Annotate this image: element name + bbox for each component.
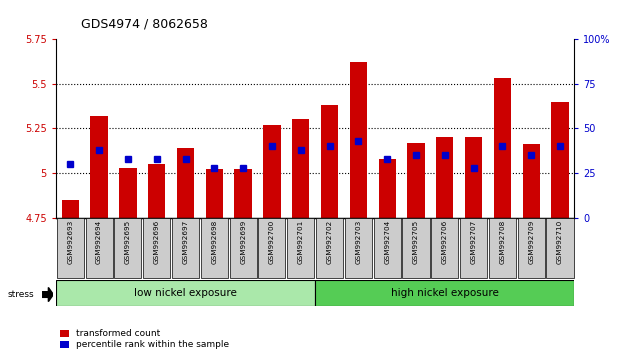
- Bar: [316, 218, 343, 278]
- Legend: transformed count, percentile rank within the sample: transformed count, percentile rank withi…: [60, 329, 229, 349]
- Bar: [148, 164, 165, 218]
- Text: GSM992708: GSM992708: [499, 219, 505, 264]
- Bar: [263, 125, 281, 218]
- Bar: [56, 280, 315, 306]
- Bar: [436, 137, 453, 218]
- Text: GSM992695: GSM992695: [125, 219, 131, 264]
- Bar: [518, 218, 545, 278]
- Bar: [345, 218, 372, 278]
- Bar: [350, 62, 367, 218]
- Text: GSM992706: GSM992706: [442, 219, 448, 264]
- Text: GSM992710: GSM992710: [557, 219, 563, 264]
- Bar: [61, 200, 79, 218]
- Bar: [374, 218, 401, 278]
- Bar: [86, 218, 112, 278]
- Bar: [119, 168, 137, 218]
- Text: GSM992697: GSM992697: [183, 219, 189, 264]
- Bar: [91, 116, 108, 218]
- Text: GSM992701: GSM992701: [297, 219, 304, 264]
- Bar: [172, 218, 199, 278]
- Bar: [460, 218, 487, 278]
- Bar: [235, 170, 252, 218]
- Bar: [258, 218, 286, 278]
- Bar: [379, 159, 396, 218]
- Bar: [288, 218, 314, 278]
- Bar: [114, 218, 142, 278]
- Text: high nickel exposure: high nickel exposure: [391, 288, 499, 298]
- Bar: [489, 218, 516, 278]
- Bar: [551, 102, 569, 218]
- Bar: [407, 143, 425, 218]
- Text: GSM992704: GSM992704: [384, 219, 390, 264]
- Polygon shape: [42, 287, 53, 302]
- Text: GSM992693: GSM992693: [67, 219, 73, 264]
- Text: GSM992702: GSM992702: [327, 219, 333, 264]
- Text: GSM992705: GSM992705: [413, 219, 419, 264]
- Text: GDS4974 / 8062658: GDS4974 / 8062658: [81, 17, 207, 30]
- Text: GSM992698: GSM992698: [211, 219, 217, 264]
- Bar: [522, 144, 540, 218]
- Bar: [321, 105, 338, 218]
- Bar: [201, 218, 228, 278]
- Bar: [143, 218, 170, 278]
- Text: low nickel exposure: low nickel exposure: [134, 288, 237, 298]
- Bar: [546, 218, 574, 278]
- Text: GSM992699: GSM992699: [240, 219, 246, 264]
- Text: GSM992700: GSM992700: [269, 219, 275, 264]
- Text: GSM992709: GSM992709: [528, 219, 534, 264]
- Bar: [57, 218, 84, 278]
- Bar: [230, 218, 256, 278]
- Bar: [177, 148, 194, 218]
- Text: GSM992694: GSM992694: [96, 219, 102, 264]
- Bar: [315, 280, 574, 306]
- Text: GSM992696: GSM992696: [154, 219, 160, 264]
- Bar: [402, 218, 430, 278]
- Bar: [431, 218, 458, 278]
- Text: GSM992707: GSM992707: [471, 219, 476, 264]
- Text: GSM992703: GSM992703: [355, 219, 361, 264]
- Text: stress: stress: [7, 290, 34, 299]
- Bar: [494, 78, 511, 218]
- Bar: [292, 119, 309, 218]
- Bar: [206, 170, 223, 218]
- Bar: [465, 137, 483, 218]
